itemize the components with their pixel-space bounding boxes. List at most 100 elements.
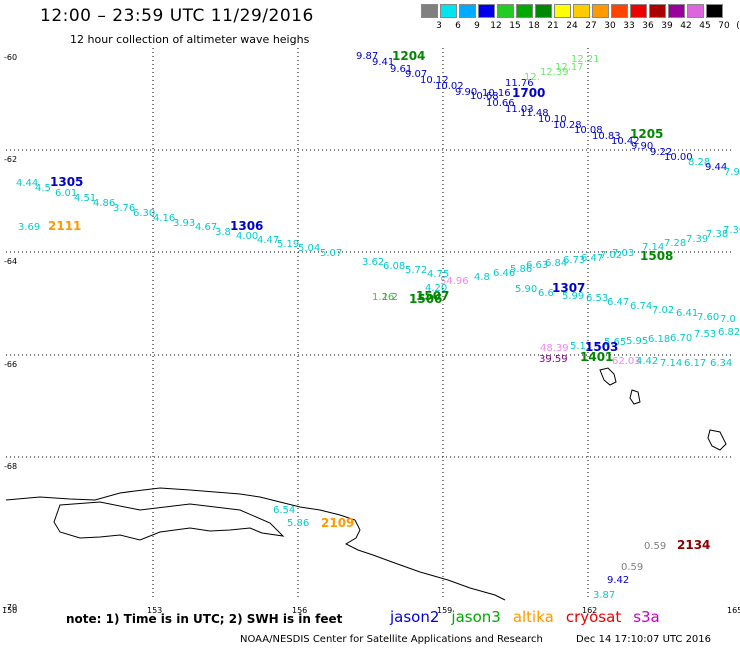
color-scale-swatch bbox=[649, 4, 666, 18]
footer-credit: NOAA/NESDIS Center for Satellite Applica… bbox=[240, 634, 711, 645]
wave-height-label: 4.67 bbox=[195, 222, 217, 233]
track-id-label: 2134 bbox=[677, 538, 710, 552]
track-id-label: 1503 bbox=[585, 340, 618, 354]
wave-height-label: 62.03 bbox=[612, 356, 641, 367]
lat-tick-label: -60 bbox=[4, 53, 17, 62]
color-scale-label: 21 bbox=[547, 21, 559, 31]
track-id-label: 1507 bbox=[416, 289, 449, 303]
color-scale-label: 45 bbox=[699, 21, 711, 31]
lon-tick-label: 159 bbox=[437, 606, 452, 615]
wave-height-label: 6.01 bbox=[55, 188, 77, 199]
wave-height-label: 6.46 bbox=[493, 268, 515, 279]
color-scale-label: 30 bbox=[604, 21, 616, 31]
wave-height-label: 3.8 bbox=[215, 227, 231, 238]
color-scale-label: 9 bbox=[474, 21, 480, 31]
color-scale-swatch bbox=[592, 4, 609, 18]
wave-height-label: 4.47 bbox=[257, 235, 279, 246]
wave-height-label: 6.54 bbox=[273, 505, 295, 516]
wave-height-label: 5.99 bbox=[562, 291, 584, 302]
track-id-label: 1307 bbox=[552, 281, 585, 295]
color-scale-label: 15 bbox=[509, 21, 521, 31]
wave-height-label: 11.76 bbox=[505, 78, 534, 89]
wave-height-label: 9.87 bbox=[356, 51, 378, 62]
wave-height-label: 9.44 bbox=[705, 162, 727, 173]
wave-height-label: 10.16 bbox=[482, 88, 511, 99]
color-scale-swatch bbox=[421, 4, 438, 18]
wave-height-label: 9.22 bbox=[650, 147, 672, 158]
wave-height-label: 7.28 bbox=[664, 238, 686, 249]
wave-height-label: 9.42 bbox=[607, 575, 629, 586]
wave-height-label: 12.39 bbox=[540, 67, 569, 78]
wave-height-label: 6.08 bbox=[383, 261, 405, 272]
wave-height-label: 7.39 bbox=[686, 234, 708, 245]
wave-height-labels: 9.879.4112049.619.0710.1210.029.9010.681… bbox=[16, 49, 740, 601]
color-scale-swatch bbox=[554, 4, 571, 18]
track-id-label: 1204 bbox=[392, 49, 425, 63]
color-scale-label: 27 bbox=[585, 21, 597, 31]
lat-tick-label: -64 bbox=[4, 257, 17, 266]
wave-height-label: 54.96 bbox=[440, 276, 469, 287]
satellite-legend: jason2 jason3 altika cryosat s3a bbox=[390, 608, 672, 626]
wave-height-label: 12.21 bbox=[571, 54, 600, 65]
wave-height-label: 11.03 bbox=[505, 104, 534, 115]
map-subtitle: 12 hour collection of altimeter wave hei… bbox=[70, 33, 310, 46]
lon-tick-label: 153 bbox=[147, 606, 162, 615]
color-scale-label: 12 bbox=[490, 21, 502, 31]
wave-height-label: 7.14 bbox=[642, 242, 664, 253]
wave-height-label: 4.00 bbox=[236, 231, 258, 242]
wave-height-label: 4.42 bbox=[636, 356, 658, 367]
color-scale-swatch bbox=[459, 4, 476, 18]
wave-height-label: 1.26 bbox=[372, 292, 394, 303]
track-id-label: 2109 bbox=[321, 516, 354, 530]
wave-height-label: 7.03 bbox=[612, 248, 634, 259]
wave-height-label: 3.69 bbox=[18, 222, 40, 233]
wave-height-label: 9.41 bbox=[372, 57, 394, 68]
color-scale-swatch bbox=[687, 4, 704, 18]
wave-height-label: 10.02 bbox=[435, 81, 464, 92]
color-scale-label: 6 bbox=[455, 21, 461, 31]
wave-height-label: 4.8 bbox=[474, 272, 490, 283]
wave-height-label: 5.86 bbox=[510, 264, 532, 275]
lat-tick-label: -66 bbox=[4, 360, 17, 369]
wave-height-label: 6.70 bbox=[670, 333, 692, 344]
color-scale-label: 33 bbox=[623, 21, 635, 31]
satellite-legend-item: jason3 bbox=[451, 608, 501, 626]
wave-height-label: 6.6 bbox=[538, 288, 554, 299]
wave-height-label: 5.95 bbox=[626, 336, 648, 347]
wave-height-label: 6.30 bbox=[133, 208, 155, 219]
wave-height-label: 5.65 bbox=[604, 337, 626, 348]
color-scale-swatch bbox=[706, 4, 723, 18]
wave-height-label: 9.61 bbox=[390, 64, 412, 75]
color-scale-swatch bbox=[573, 4, 590, 18]
track-id-label: 1205 bbox=[630, 127, 663, 141]
wave-height-label: 0.59 bbox=[644, 541, 666, 552]
wave-height-label: 4.5 bbox=[35, 183, 51, 194]
wave-height-label: 7.60 bbox=[697, 312, 719, 323]
wave-height-label: 7.9 bbox=[724, 167, 740, 178]
wave-height-label: 39.59 bbox=[539, 354, 568, 365]
track-id-label: 1506 bbox=[409, 292, 442, 306]
wave-height-label: 4.16 bbox=[153, 213, 175, 224]
wave-height-label: 6.53 bbox=[586, 293, 608, 304]
wave-height-label: 10.42 bbox=[611, 136, 640, 147]
wave-height-label: 7.02 bbox=[652, 305, 674, 316]
wave-height-label: 0.59 bbox=[621, 562, 643, 573]
track-id-label: 1401 bbox=[580, 350, 613, 364]
wave-height-label: 6.74 bbox=[630, 301, 652, 312]
wave-height-label: 10.68 bbox=[470, 91, 499, 102]
color-scale-swatch bbox=[611, 4, 628, 18]
color-scale-swatch bbox=[630, 4, 647, 18]
color-scale-swatch bbox=[478, 4, 495, 18]
footer-note: note: 1) Time is in UTC; 2) SWH is in fe… bbox=[66, 612, 343, 626]
wave-height-label: 10.83 bbox=[592, 131, 621, 142]
lon-tick-label: 156 bbox=[292, 606, 307, 615]
wave-height-label: 3.76 bbox=[113, 203, 135, 214]
map-title: 12:00 – 23:59 UTC 11/29/2016 bbox=[40, 6, 314, 26]
wave-height-label: 9.90 bbox=[631, 141, 653, 152]
satellite-legend-item: jason2 bbox=[390, 608, 440, 626]
satellite-legend-item: altika bbox=[512, 608, 554, 626]
lon-tick-label: 162 bbox=[582, 606, 597, 615]
wave-height-label: 7.53 bbox=[694, 329, 716, 340]
wave-height-label: 10.28 bbox=[553, 120, 582, 131]
